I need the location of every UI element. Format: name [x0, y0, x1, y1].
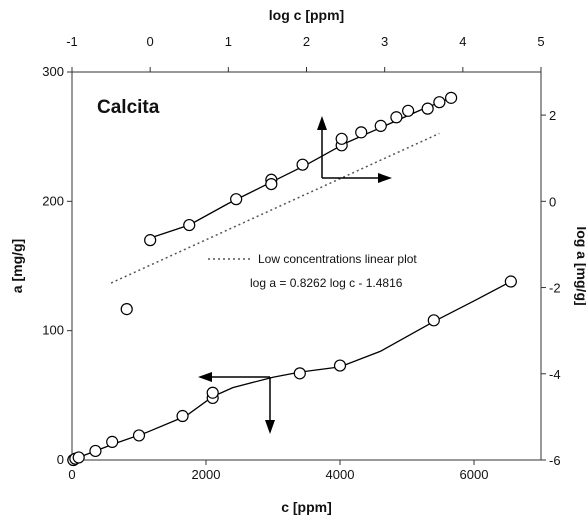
- series-2-point: [355, 126, 368, 139]
- reference-line: [110, 132, 440, 284]
- x-top-tick-label: 5: [537, 34, 544, 49]
- y-left-tick-label: 300: [42, 64, 64, 79]
- series-2-point: [445, 91, 458, 104]
- series-1-point: [176, 409, 189, 423]
- y-right-tick-label: -4: [549, 367, 561, 382]
- arrow-to-right-axis: [317, 116, 392, 183]
- y-right-tick-label: 2: [549, 108, 556, 123]
- series-1-point: [72, 451, 85, 464]
- x-top-tick-label: 2: [303, 34, 310, 49]
- x-bottom-tick-label: 0: [68, 467, 75, 482]
- y-right-tick-label: 0: [549, 194, 556, 209]
- y-left-tick-label: 200: [42, 193, 64, 208]
- series-1-point: [89, 444, 102, 458]
- series-2-point: [335, 132, 348, 145]
- series-2-point: [402, 104, 415, 117]
- y-right-axis-label: log a [mg/g]: [574, 226, 586, 305]
- x-bottom-tick-label: 2000: [192, 467, 221, 482]
- arrow-to-left-axis: [198, 372, 275, 434]
- series-2-point: [144, 234, 157, 247]
- series-2-point: [433, 96, 446, 109]
- series-1-point: [106, 435, 119, 448]
- reference-line-equation: log a = 0.8262 log c - 1.4816: [250, 276, 403, 290]
- y-right-tick-label: -2: [549, 281, 561, 296]
- series-1-point: [504, 275, 517, 288]
- x-top-axis-label: log c [ppm]: [269, 7, 344, 23]
- series-2-point: [265, 177, 278, 191]
- series-1-point: [293, 367, 306, 380]
- reference-line-name: Low concentrations linear plot: [258, 252, 417, 266]
- series-2-point: [390, 111, 403, 124]
- x-bottom-axis-label: c [ppm]: [281, 499, 332, 515]
- series-2-point: [421, 102, 434, 115]
- y-left-axis-label: a [mg/g]: [9, 239, 25, 293]
- x-top-tick-label: 1: [225, 34, 232, 49]
- series-1-point: [333, 359, 347, 372]
- x-bottom-tick-label: 6000: [460, 467, 489, 482]
- series-1-point: [427, 314, 440, 327]
- y-left-tick-label: 0: [57, 452, 64, 467]
- series-2-point: [183, 218, 196, 232]
- x-top-tick-label: 4: [459, 34, 466, 49]
- series-2-point: [374, 119, 387, 132]
- series-2-point: [230, 193, 243, 206]
- series-1-point: [206, 386, 219, 399]
- series-1-point: [132, 429, 146, 442]
- y-right-tick-label: -6: [549, 453, 561, 468]
- series-2-point: [296, 158, 309, 171]
- x-top-tick-label: -1: [66, 34, 78, 49]
- panel-label: Calcita: [97, 97, 160, 118]
- x-bottom-tick-label: 4000: [326, 467, 355, 482]
- series-2-point: [120, 303, 133, 316]
- x-top-tick-label: 3: [381, 34, 388, 49]
- y-left-tick-label: 100: [42, 323, 64, 338]
- x-top-tick-label: 0: [147, 34, 154, 49]
